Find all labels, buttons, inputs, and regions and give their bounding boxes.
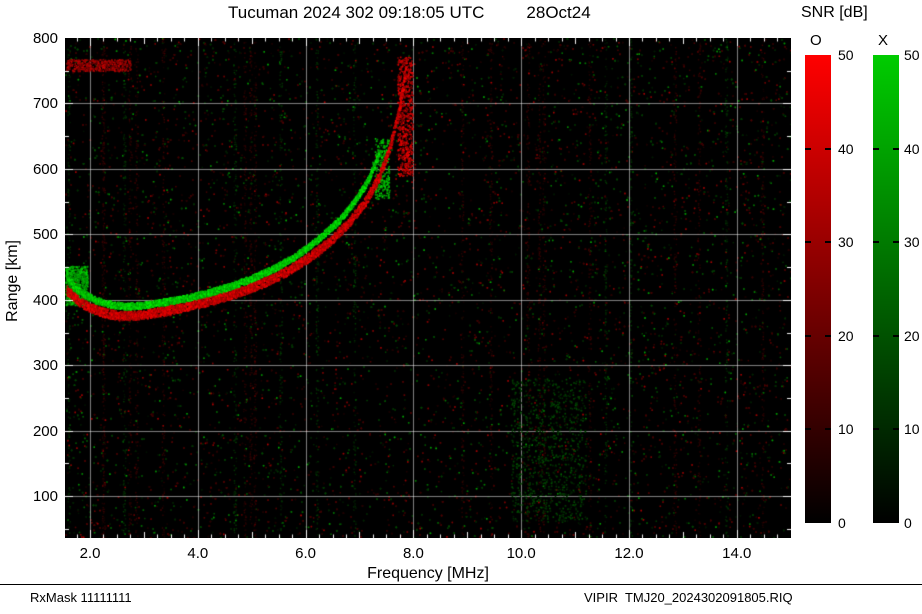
colorbar-o-tick-label: 0 bbox=[838, 515, 846, 531]
colorbar-tick-dash bbox=[893, 241, 899, 244]
rxmask-label: RxMask 11111111 bbox=[30, 590, 132, 605]
colorbar-title: SNR [dB] bbox=[801, 4, 868, 21]
x-tick-label: 10.0 bbox=[506, 545, 536, 562]
colorbar-tick-dash bbox=[805, 241, 811, 244]
x-tick-label: 8.0 bbox=[402, 545, 424, 562]
y-tick-label: 200 bbox=[32, 422, 58, 440]
colorbar-tick-dash bbox=[873, 428, 879, 431]
y-tick-label: 700 bbox=[32, 95, 58, 113]
y-tick-label: 800 bbox=[32, 30, 58, 47]
colorbar-tick-dash bbox=[893, 334, 899, 337]
x-tick-label: 2.0 bbox=[79, 545, 101, 562]
colorbar-o-tick-label: 40 bbox=[838, 140, 854, 157]
x-axis-title: Frequency [MHz] bbox=[367, 565, 489, 582]
y-tick-label: 400 bbox=[32, 291, 58, 309]
colorbar-x-gradient bbox=[873, 55, 899, 523]
colorbar-tick-dash bbox=[873, 241, 879, 244]
colorbar-tick-dash bbox=[825, 334, 831, 337]
y-tick-label: 500 bbox=[32, 226, 58, 244]
colorbar-x-tick-label: 0 bbox=[904, 515, 912, 531]
footer-divider bbox=[0, 584, 922, 585]
date-label: 28Oct24 bbox=[526, 3, 591, 22]
y-tick-label: 600 bbox=[32, 160, 58, 178]
colorbar-x-tick-label: 50 bbox=[904, 47, 920, 63]
x-tick-label: 6.0 bbox=[295, 545, 317, 562]
x-tick-label: 12.0 bbox=[614, 545, 644, 562]
title-bar: Tucuman 2024 302 09:18:05 UTC 28Oct24 bbox=[228, 3, 591, 23]
colorbar-x-tick-label: 20 bbox=[904, 327, 920, 344]
colorbar-x-label: X bbox=[878, 32, 889, 49]
colorbar-x-tick-label: 40 bbox=[904, 140, 920, 157]
colorbar-o-tick-label: 10 bbox=[838, 421, 854, 438]
colorbar-x-tick-label: 30 bbox=[904, 234, 920, 251]
colorbar-o-label: O bbox=[810, 32, 822, 49]
colorbar-tick-dash bbox=[805, 147, 811, 150]
colorbar-tick-dash bbox=[893, 147, 899, 150]
colorbar-tick-dash bbox=[893, 428, 899, 431]
colorbar-tick-dash bbox=[873, 334, 879, 337]
colorbar-o-tick-label: 30 bbox=[838, 234, 854, 251]
colorbar-tick-dash bbox=[825, 241, 831, 244]
x-tick-label: 4.0 bbox=[187, 545, 209, 562]
station-datetime: Tucuman 2024 302 09:18:05 UTC bbox=[228, 3, 485, 22]
colorbar-x-tick-label: 10 bbox=[904, 421, 920, 438]
colorbar-tick-dash bbox=[825, 428, 831, 431]
x-tick-label: 14.0 bbox=[722, 545, 752, 562]
colorbar-tick-dash bbox=[825, 147, 831, 150]
y-tick-label: 100 bbox=[32, 488, 58, 506]
colorbar-tick-dash bbox=[873, 147, 879, 150]
colorbar-tick-dash bbox=[805, 334, 811, 337]
ionogram-plot bbox=[65, 38, 791, 538]
colorbar-tick-dash bbox=[805, 428, 811, 431]
colorbar-o-tick-label: 50 bbox=[838, 47, 854, 63]
colorbar-o-tick-label: 20 bbox=[838, 327, 854, 344]
filename-label: VIPIR TMJ20_2024302091805.RIQ bbox=[584, 590, 793, 605]
colorbar-o-gradient bbox=[805, 55, 831, 523]
y-axis-title: Range [km] bbox=[4, 240, 21, 322]
y-tick-label: 300 bbox=[32, 357, 58, 375]
